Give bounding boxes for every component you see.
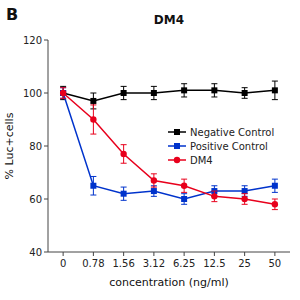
point xyxy=(151,188,157,194)
x-tick-label: 12.5 xyxy=(203,258,225,269)
x-tick xyxy=(153,252,154,256)
legend-marker xyxy=(174,157,180,163)
error-bar xyxy=(90,105,96,134)
x-tick xyxy=(63,252,64,256)
series xyxy=(60,88,278,210)
point xyxy=(90,98,96,104)
error-bar xyxy=(242,194,248,205)
point xyxy=(60,90,66,96)
series xyxy=(60,88,278,205)
point xyxy=(241,196,247,202)
legend-label: DM4 xyxy=(190,155,213,166)
point xyxy=(181,183,187,189)
error-bar xyxy=(181,179,187,192)
x-tick-label: 6.25 xyxy=(173,258,195,269)
x-axis xyxy=(48,252,290,253)
point xyxy=(272,87,278,93)
error-bar xyxy=(121,145,127,164)
y-tick-label: 40 xyxy=(29,247,42,258)
error-bar xyxy=(60,88,66,99)
plot-area xyxy=(60,81,278,210)
point xyxy=(151,177,157,183)
y-tick xyxy=(44,40,48,41)
x-tick-label: 50 xyxy=(269,258,282,269)
point xyxy=(121,90,127,96)
point xyxy=(211,193,217,199)
error-bar xyxy=(151,174,157,187)
legend-marker xyxy=(174,143,180,149)
error-bar xyxy=(211,84,217,97)
error-bar xyxy=(121,187,127,200)
y-tick-label: 100 xyxy=(23,88,42,99)
y-axis-label: % Luc+cells xyxy=(3,112,16,179)
point xyxy=(272,183,278,189)
error-bar xyxy=(121,86,127,99)
point xyxy=(60,90,66,96)
error-bar xyxy=(181,194,187,205)
series-line xyxy=(63,93,275,204)
error-bar xyxy=(90,176,96,195)
point xyxy=(60,90,66,96)
y-tick xyxy=(44,252,48,253)
x-tick xyxy=(244,252,245,256)
error-bar xyxy=(211,191,217,202)
point xyxy=(90,116,96,122)
error-bar xyxy=(272,179,278,192)
x-axis-label: concentration (ng/ml) xyxy=(109,276,229,289)
y-tick xyxy=(44,146,48,147)
point xyxy=(181,87,187,93)
point xyxy=(120,151,126,157)
panel-label: B xyxy=(6,5,18,24)
point xyxy=(211,87,217,93)
x-tick-label: 0 xyxy=(60,258,66,269)
error-bar xyxy=(60,88,66,99)
point xyxy=(121,191,127,197)
chart: 40 60 80 100 120 0 0.78 1.56 3.12 6.25 12.5 25 50 con… xyxy=(0,0,300,300)
y-tick-label: 80 xyxy=(29,141,42,152)
error-bar xyxy=(151,86,157,99)
error-bar xyxy=(272,81,278,100)
y-tick xyxy=(44,93,48,94)
point xyxy=(151,90,157,96)
error-bar xyxy=(242,88,248,99)
legend-label: Negative Control xyxy=(190,127,274,138)
point xyxy=(90,183,96,189)
point xyxy=(242,188,248,194)
x-tick xyxy=(274,252,275,256)
legend: Negative Control Positive Control DM4 xyxy=(168,127,274,166)
x-tick xyxy=(184,252,185,256)
x-tick xyxy=(123,252,124,256)
legend-marker xyxy=(174,129,180,135)
x-tick-label: 1.56 xyxy=(112,258,134,269)
x-tick-label: 25 xyxy=(238,258,251,269)
point xyxy=(272,201,278,207)
x-tick xyxy=(214,252,215,256)
error-bar xyxy=(181,84,187,97)
x-tick xyxy=(93,252,94,256)
point xyxy=(181,196,187,202)
legend-label: Positive Control xyxy=(190,141,268,152)
title: DM4 xyxy=(154,13,184,27)
error-bar xyxy=(272,199,278,210)
x-tick-label: 3.12 xyxy=(143,258,165,269)
y-tick xyxy=(44,199,48,200)
point xyxy=(242,90,248,96)
x-tick-label: 0.78 xyxy=(82,258,104,269)
y-tick-label: 60 xyxy=(29,194,42,205)
y-tick-label: 120 xyxy=(23,35,42,46)
